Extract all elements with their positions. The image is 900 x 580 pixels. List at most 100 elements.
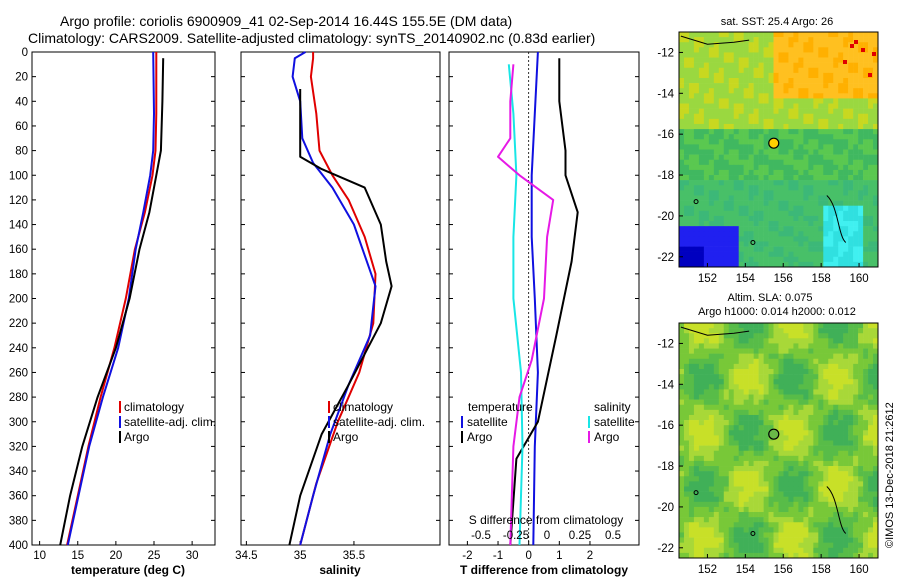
map-cell (863, 394, 869, 400)
map-cell (848, 256, 854, 263)
map-cell (778, 425, 784, 431)
map-cell (758, 328, 764, 334)
map-cell (773, 440, 779, 446)
map-cell (843, 338, 849, 344)
map-cell (783, 348, 789, 354)
map-cell (818, 37, 824, 43)
map-cell (828, 154, 834, 161)
map-cell (743, 445, 749, 452)
map-cell (718, 476, 725, 482)
map-cell (813, 236, 819, 242)
island-outline (750, 239, 756, 245)
map-cell (843, 221, 849, 227)
map-cell (679, 358, 685, 365)
map-cell (808, 506, 814, 513)
map-cell (868, 246, 874, 252)
map-cell (728, 343, 735, 349)
map-cell (753, 404, 759, 411)
map-cell (768, 425, 774, 431)
map-cell (738, 384, 744, 390)
map-cell (688, 144, 695, 150)
map-cell (708, 512, 715, 518)
map-cell (868, 435, 874, 441)
map-cell (793, 251, 799, 258)
map-cell (843, 506, 849, 513)
map-cell (773, 517, 779, 523)
map-cell (708, 226, 715, 232)
map-cell (848, 236, 854, 242)
map-cell (703, 256, 710, 263)
map-cell (718, 404, 725, 411)
map-cell (803, 363, 809, 370)
map-cell (813, 83, 819, 89)
map-cell (853, 231, 859, 237)
map-cell (733, 185, 739, 191)
map-cell (753, 144, 759, 150)
map-cell (788, 379, 794, 385)
map-cell (873, 72, 879, 79)
map-cell (848, 547, 854, 554)
map-cell (853, 379, 859, 385)
map-cell (853, 149, 859, 155)
map-cell (753, 261, 759, 268)
map-cell (838, 144, 844, 150)
map-cell (718, 368, 725, 375)
map-cell (858, 42, 864, 48)
map-cell (768, 180, 774, 186)
map-cell (728, 368, 735, 375)
argo-location-marker (768, 428, 780, 440)
map-cell (828, 552, 834, 559)
map-cell (748, 226, 754, 232)
legend-argo-label: Argo (333, 430, 359, 444)
map-cell (733, 481, 739, 487)
map-cell (833, 506, 839, 513)
map-cell (873, 32, 879, 38)
map-cell (863, 149, 869, 155)
map-cell (863, 215, 869, 222)
map-cell (788, 414, 794, 421)
map-cell (708, 466, 715, 472)
map-cell (743, 430, 749, 436)
map-cell (763, 491, 769, 497)
map-cell (683, 450, 690, 457)
map-cell (723, 67, 730, 74)
map-cell (828, 159, 834, 166)
map-cell (828, 379, 834, 385)
map-cell (738, 547, 744, 554)
map-cell (738, 481, 744, 487)
map-cell (723, 62, 730, 69)
map-cell (698, 542, 705, 549)
legend-satellite-label: satellite-adj. clim. (124, 415, 216, 429)
map-cell (778, 72, 784, 79)
map-cell (858, 37, 864, 43)
map-cell (688, 414, 695, 421)
map-cell (843, 394, 849, 400)
map-cell (703, 450, 710, 457)
map-cell (783, 154, 789, 161)
map-cell (758, 215, 764, 222)
map-cell (853, 358, 859, 365)
map-cell (858, 180, 864, 186)
map-cell (803, 542, 809, 549)
map-cell (873, 185, 879, 191)
map-cell (698, 113, 705, 120)
map-cell (818, 226, 824, 232)
map-cell (698, 368, 705, 375)
map-cell (688, 118, 695, 125)
map-cell (828, 47, 834, 53)
map-cell (723, 118, 730, 125)
map-cell (698, 123, 705, 130)
map-cell (738, 496, 744, 503)
map-cell (808, 190, 814, 196)
map-cell (679, 221, 685, 227)
map-cell (718, 139, 725, 145)
map-cell (868, 221, 874, 227)
map-cell (848, 195, 854, 201)
map-cell (743, 333, 749, 339)
map-cell (838, 512, 844, 518)
map-cell (773, 343, 779, 349)
map-cell (798, 522, 804, 528)
map-cell (858, 175, 864, 181)
map-cell (778, 409, 784, 416)
map-cell (723, 333, 730, 339)
